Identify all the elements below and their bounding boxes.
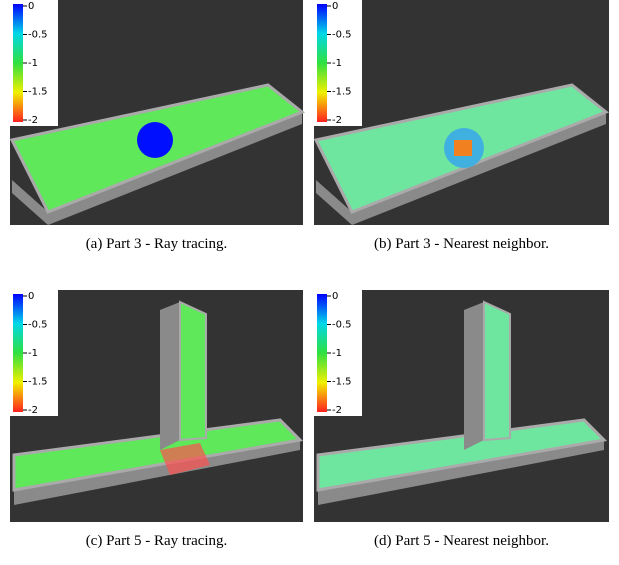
colorbar-tick-label: -1 (28, 58, 38, 69)
panel: 0 -0.5 -1 -1.5 -2 (314, 290, 609, 522)
colorbar (317, 4, 327, 122)
colorbar (13, 294, 23, 412)
panel: 0 -0.5 -1 -1.5 -2 (10, 0, 303, 225)
hole-center (454, 140, 472, 156)
arm-side (464, 302, 484, 450)
colorbar-tick-label: -1.5 (28, 377, 48, 388)
arm-face (180, 302, 206, 440)
colorbar-tick-label: 0 (28, 291, 34, 302)
figure: 0 -0.5 -1 -1.5 -2 (a) Part 3 - Ray tracing. 0 -… (0, 0, 619, 565)
colorbar-tick-label: -0.5 (28, 320, 48, 331)
colorbar-tick-label: -2 (28, 115, 38, 126)
arm-side (160, 302, 180, 450)
colorbar-tick-label: -2 (332, 115, 342, 126)
colorbar-tick-label: 0 (332, 291, 338, 302)
colorbar-tick-label: -0.5 (28, 30, 48, 41)
colorbar-tick-label: -1 (332, 58, 342, 69)
colorbar (13, 4, 23, 122)
colorbar-tick-label: -0.5 (332, 30, 352, 41)
colorbar-tick-label: -1.5 (332, 87, 352, 98)
colorbar-tick-label: -2 (332, 405, 342, 416)
caption: (d) Part 5 - Nearest neighbor. (374, 533, 549, 549)
colorbar-tick-label: -1 (332, 348, 342, 359)
colorbar-tick-label: -0.5 (332, 320, 352, 331)
caption: (b) Part 3 - Nearest neighbor. (374, 236, 549, 252)
colorbar-tick-label: -1.5 (28, 87, 48, 98)
colorbar-tick-label: -1 (28, 348, 38, 359)
colorbar-tick-label: -1.5 (332, 377, 352, 388)
colorbar-tick-label: 0 (28, 1, 34, 12)
arm-face (484, 302, 510, 440)
panel: 0 -0.5 -1 -1.5 -2 (10, 290, 303, 522)
colorbar-tick-label: 0 (332, 1, 338, 12)
hole (137, 122, 173, 158)
colorbar (317, 294, 327, 412)
panel: 0 -0.5 -1 -1.5 -2 (314, 0, 609, 225)
caption: (c) Part 5 - Ray tracing. (86, 533, 228, 549)
caption: (a) Part 3 - Ray tracing. (86, 236, 228, 252)
colorbar-tick-label: -2 (28, 405, 38, 416)
